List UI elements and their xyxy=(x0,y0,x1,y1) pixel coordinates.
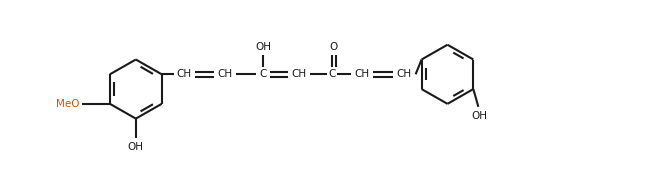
Text: C: C xyxy=(328,69,336,79)
Text: OH: OH xyxy=(256,42,271,52)
Text: CH: CH xyxy=(354,69,369,79)
Text: CH: CH xyxy=(176,69,191,79)
Text: C: C xyxy=(260,69,267,79)
Text: CH: CH xyxy=(218,69,233,79)
Text: OH: OH xyxy=(471,111,487,121)
Text: OH: OH xyxy=(128,142,144,152)
Text: CH: CH xyxy=(292,69,307,79)
Text: O: O xyxy=(330,42,338,52)
Text: CH: CH xyxy=(396,69,411,79)
Text: MeO: MeO xyxy=(57,99,80,109)
